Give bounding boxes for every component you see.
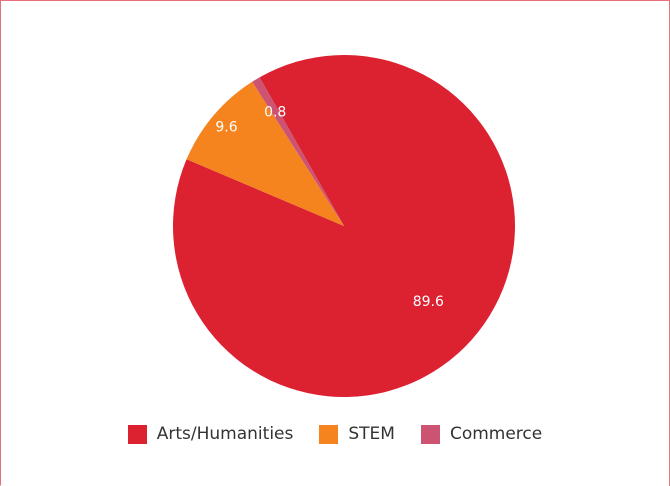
data-label-stem: 9.6 [215,120,237,136]
legend-item-arts-humanities[interactable]: Arts/Humanities [127,424,294,444]
legend-swatch-arts-humanities [127,424,147,444]
legend-swatch-stem [319,424,339,444]
legend-item-commerce[interactable]: Commerce [420,424,543,444]
legend-label-commerce: Commerce [449,424,543,444]
pie-slices [173,55,515,398]
pie-slice-stem[interactable] [186,81,344,226]
legend-swatch-commerce [420,424,440,444]
chart-legend: Arts/Humanities STEM Commerce [0,424,670,444]
legend-label-arts-humanities: Arts/Humanities [156,424,294,444]
pie-slice-arts-humanities[interactable] [173,55,515,398]
legend-label-stem: STEM [348,424,395,444]
legend-item-stem[interactable]: STEM [319,424,395,444]
pie-data-labels: 89.6 9.6 0.8 [215,105,444,310]
data-label-arts-humanities: 89.6 [413,294,444,310]
data-label-commerce: 0.8 [264,105,286,121]
pie-slice-commerce[interactable] [252,77,344,226]
